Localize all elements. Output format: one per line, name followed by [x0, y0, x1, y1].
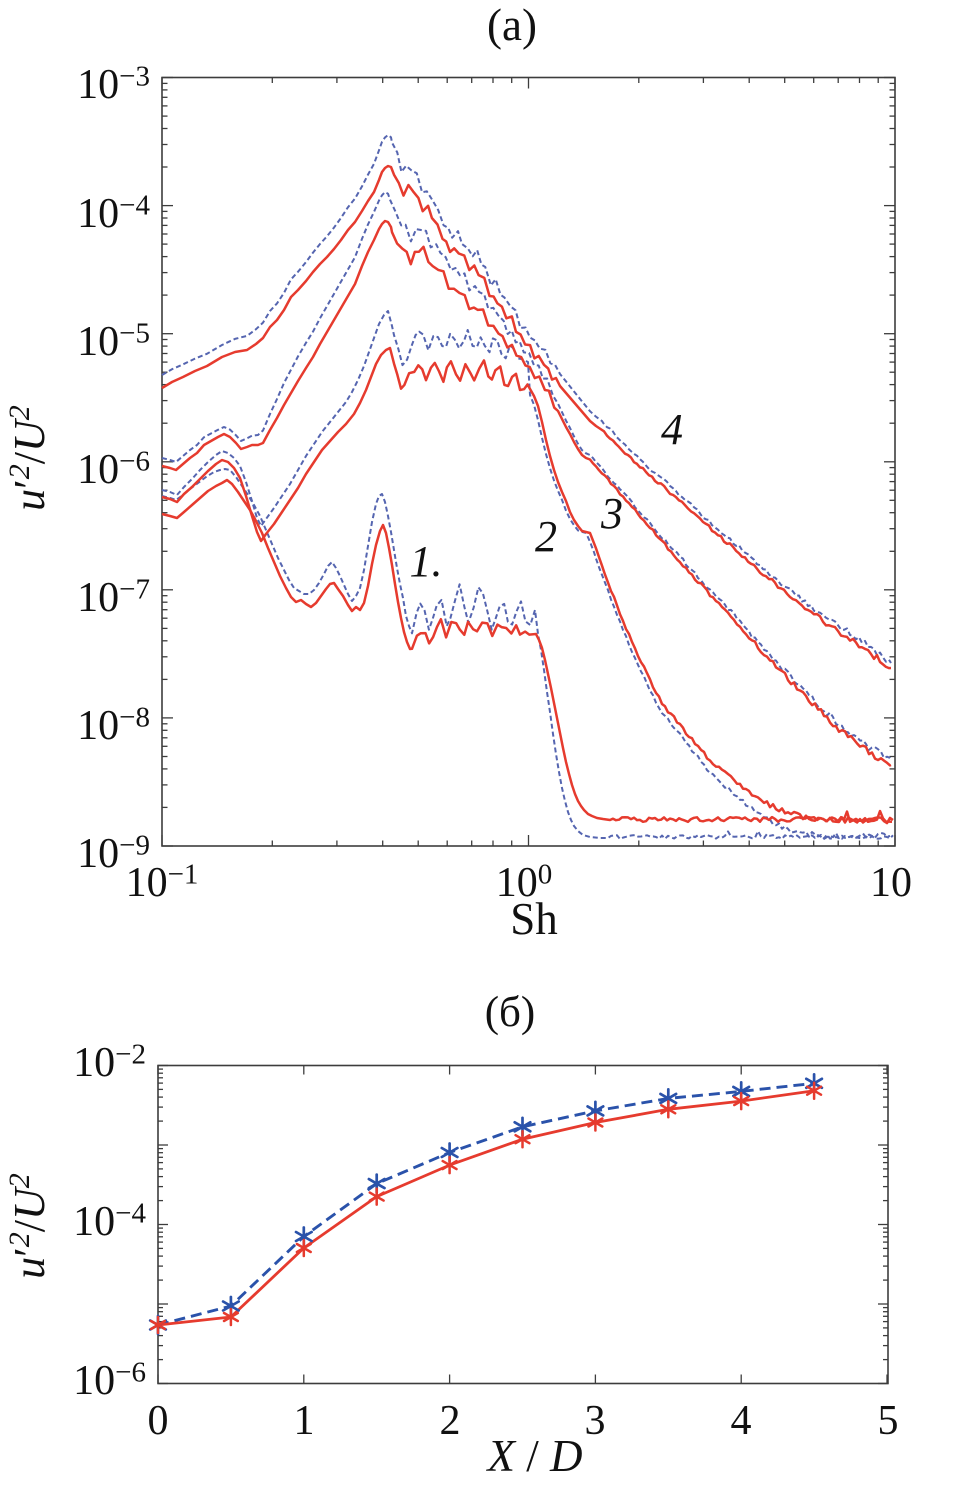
svg-text:10−1: 10−1 [126, 859, 199, 907]
svg-text:3: 3 [585, 1398, 606, 1444]
svg-text:Sh: Sh [510, 894, 558, 944]
svg-text:2: 2 [535, 512, 557, 561]
svg-text:X / D: X / D [485, 1431, 582, 1481]
svg-text:5: 5 [878, 1398, 899, 1444]
svg-text:2: 2 [440, 1398, 461, 1444]
svg-text:1: 1 [294, 1398, 315, 1444]
svg-text:(a): (a) [487, 0, 537, 50]
svg-text:1.: 1. [410, 537, 443, 586]
svg-text:3: 3 [600, 489, 623, 538]
svg-text:10−5: 10−5 [77, 318, 150, 366]
svg-text:u′2/U2: u′2/U2 [3, 1173, 54, 1279]
svg-text:10−6: 10−6 [73, 1357, 146, 1405]
svg-text:10: 10 [870, 860, 912, 906]
svg-text:4: 4 [661, 405, 683, 454]
svg-text:(б): (б) [485, 989, 536, 1036]
svg-text:4: 4 [731, 1398, 752, 1444]
svg-text:10−9: 10−9 [77, 830, 150, 878]
svg-text:0: 0 [148, 1398, 169, 1444]
svg-text:u′2/U2: u′2/U2 [3, 405, 54, 511]
svg-text:100: 100 [496, 859, 553, 907]
